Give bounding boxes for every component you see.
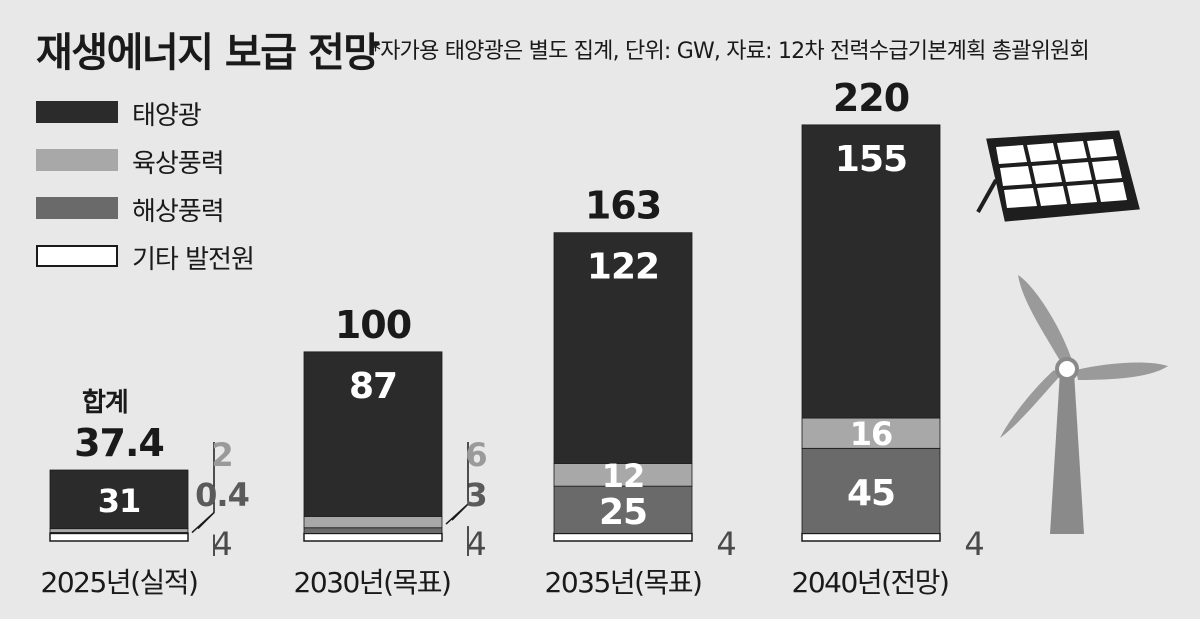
value-label-onshore-1: 6 [465,436,486,474]
bar-solar-0 [49,469,189,530]
leader-line-0 [191,442,215,534]
value-label-offshore-2: 25 [599,492,647,533]
legend-swatch-onshore-wind [36,149,118,171]
bar-other-1 [303,532,443,542]
bar-other-3 [801,532,941,542]
category-label-2040: 2040년(전망) [791,566,950,599]
value-label-offshore-1: 3 [465,476,486,514]
bar-other-0 [49,532,189,542]
legend-label-onshore-wind: 육상풍력 [132,149,225,179]
bars-layer [49,124,941,556]
bar-solar-1 [303,351,443,517]
legend-swatch-offshore-wind [36,197,118,219]
wind-turbine-icon [1000,275,1168,534]
legend-label-offshore-wind: 해상풍력 [132,197,225,227]
bar-solar-3 [801,124,941,419]
legend-label-other: 기타 발전원 [132,245,255,275]
value-label-onshore-2: 12 [602,457,645,495]
chart-title: 재생에너지 보급 전망 [36,30,380,76]
legend-label-solar: 태양광 [132,101,202,131]
bar-onshore-0 [49,528,189,533]
value-label-other-2: 4 [716,525,735,563]
total-label-1: 100 [335,303,411,347]
legend-swatch-solar [36,101,118,123]
value-label-other-3: 4 [964,525,983,563]
value-label-other-0: 4 [212,525,231,563]
value-label-offshore-3: 45 [847,473,895,514]
bar-offshore-2 [553,485,693,534]
solar-panel-icon [976,130,1140,222]
bar-other-2 [553,532,693,542]
value-label-offshore-0: 0.4 [195,476,249,514]
leader-line-1 [445,442,469,525]
value-label-onshore-3: 16 [850,415,893,453]
total-label-2: 163 [585,184,661,228]
bar-offshore-1 [303,527,443,534]
value-label-other-1: 4 [466,525,485,563]
bar-onshore-3 [801,417,941,449]
value-label-solar-3: 155 [835,139,907,180]
bar-onshore-1 [303,516,443,529]
value-label-solar-2: 122 [587,247,659,288]
bar-offshore-3 [801,447,941,534]
legend-swatch-other [36,245,118,267]
total-label-3: 220 [833,76,909,120]
bar-solar-2 [553,232,693,464]
value-label-onshore-0: 2 [211,436,232,474]
total-caption: 합계 [82,388,129,418]
category-label-2030: 2030년(목표) [293,566,452,599]
value-label-solar-0: 31 [98,482,141,520]
value-label-solar-1: 87 [349,366,397,407]
chart-subtitle: *자가용 태양광은 별도 집계, 단위: GW, 자료: 12차 전력수급기본계… [370,39,1090,64]
total-label-0: 37.4 [74,421,164,465]
category-label-2025: 2025년(실적) [40,566,199,599]
category-label-2035: 2035년(목표) [544,566,703,599]
